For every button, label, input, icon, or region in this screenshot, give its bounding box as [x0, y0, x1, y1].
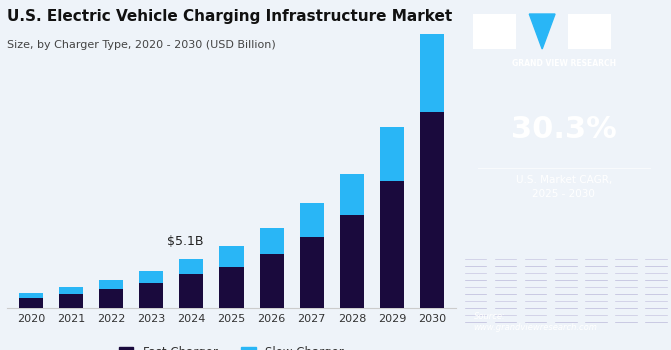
Bar — [139, 283, 163, 308]
Bar — [179, 274, 203, 308]
Bar — [300, 203, 324, 237]
Bar — [380, 127, 404, 181]
Bar — [19, 293, 43, 298]
Bar — [340, 174, 364, 215]
Bar — [420, 112, 444, 308]
Bar — [340, 215, 364, 308]
Bar — [219, 246, 244, 267]
Text: $5.1B: $5.1B — [167, 236, 203, 248]
Bar — [139, 271, 163, 283]
FancyBboxPatch shape — [474, 14, 517, 49]
Text: 30.3%: 30.3% — [511, 115, 617, 144]
Bar — [19, 298, 43, 308]
Bar — [179, 259, 203, 274]
Polygon shape — [529, 14, 555, 49]
Bar — [99, 280, 123, 289]
Bar — [59, 287, 83, 294]
Bar — [219, 267, 244, 308]
Bar — [59, 294, 83, 308]
Text: GRAND VIEW RESEARCH: GRAND VIEW RESEARCH — [511, 60, 616, 69]
Bar — [99, 289, 123, 308]
Legend: Fast Charger, Slow Charger: Fast Charger, Slow Charger — [115, 341, 348, 350]
Bar — [260, 254, 284, 308]
Bar — [300, 237, 324, 308]
Text: U.S. Market CAGR,
2025 - 2030: U.S. Market CAGR, 2025 - 2030 — [515, 175, 612, 199]
Text: U.S. Electric Vehicle Charging Infrastructure Market: U.S. Electric Vehicle Charging Infrastru… — [7, 9, 452, 24]
Bar — [380, 181, 404, 308]
Bar — [420, 34, 444, 112]
Text: Size, by Charger Type, 2020 - 2030 (USD Billion): Size, by Charger Type, 2020 - 2030 (USD … — [7, 40, 276, 50]
Text: Source:
www.grandviewresearch.com: Source: www.grandviewresearch.com — [474, 312, 597, 332]
FancyBboxPatch shape — [568, 14, 611, 49]
Bar — [260, 228, 284, 254]
